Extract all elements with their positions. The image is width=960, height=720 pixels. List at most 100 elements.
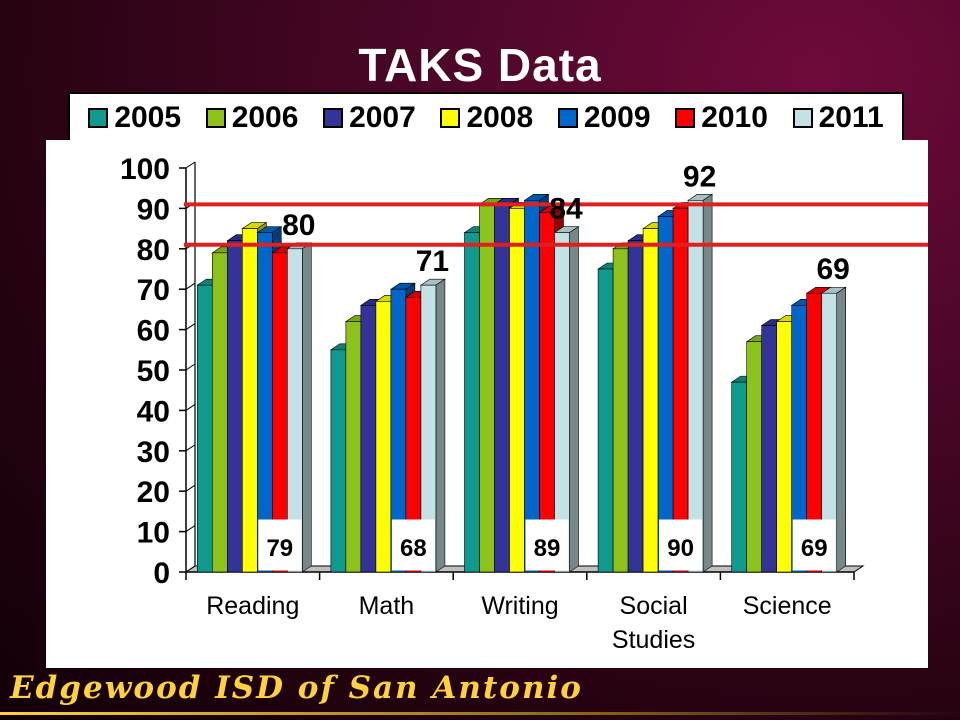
x-category-label: Writing: [481, 592, 558, 620]
bar-2005: [330, 349, 347, 573]
bar-2008: [375, 301, 392, 573]
bar-side: [569, 226, 579, 573]
legend-item-2006: 2006: [205, 101, 299, 135]
legend-item-2007: 2007: [323, 101, 416, 135]
y-tick-depth: [185, 161, 196, 169]
bar-2011: [420, 284, 437, 573]
legend-label: 2007: [349, 101, 416, 134]
value-box: [525, 519, 569, 571]
bar-2006: [212, 252, 228, 573]
bar-chart: 0 10 20 30 40 50 60 70 80 90 100 80 79 71 68 84 89 92 90 69…: [120, 153, 928, 654]
bar-2006: [345, 321, 362, 573]
legend-label: 2011: [818, 101, 884, 134]
bar-side: [301, 242, 312, 573]
y-tick-label: 70: [137, 274, 170, 307]
top-data-label: 92: [683, 160, 716, 193]
legend-label: 2006: [231, 101, 299, 134]
x-category-label: Studies: [612, 626, 695, 654]
top-data-label: 84: [549, 193, 583, 226]
bar-2010: [539, 212, 555, 573]
bar-side: [702, 193, 713, 573]
y-tick-depth: [185, 444, 196, 452]
legend-label: 2005: [114, 101, 182, 134]
top-data-label: 71: [416, 245, 449, 278]
bar-2007: [360, 305, 377, 573]
y-tick-label: 100: [120, 153, 170, 186]
legend-swatch: [88, 108, 109, 128]
value-box: [391, 519, 435, 571]
legend-swatch: [792, 108, 813, 128]
boxed-data-label: 89: [534, 535, 561, 562]
bar-2007: [627, 240, 644, 573]
legend-swatch: [440, 108, 461, 128]
footer-divider: [0, 712, 960, 715]
legend-item-2010: 2010: [675, 101, 768, 135]
legend-label: 2008: [466, 101, 534, 134]
bar-2007: [761, 325, 778, 573]
chart-panel: 0 10 20 30 40 50 60 70 80 90 100 80 79 71 68 84 89 92 90 69…: [46, 140, 928, 668]
bar-2006: [612, 248, 629, 573]
x-category-label: Social: [620, 592, 688, 620]
y-tick-depth: [185, 363, 196, 371]
y-tick-label: 40: [137, 395, 170, 428]
y-tick-depth: [185, 323, 196, 331]
x-category-label: Science: [743, 592, 832, 620]
y-tick-label: 50: [137, 355, 170, 388]
x-category-label: Reading: [206, 592, 299, 620]
y-tick-label: 10: [137, 517, 170, 550]
boxed-data-label: 90: [667, 535, 694, 562]
y-tick-label: 80: [137, 234, 170, 267]
bar-2008: [509, 208, 525, 573]
bar-2005: [197, 284, 213, 573]
bar-2011: [821, 292, 838, 573]
legend-item-2005: 2005: [88, 101, 181, 135]
y-tick-label: 60: [137, 315, 170, 348]
bar-2007: [494, 204, 510, 573]
footer-district-name: Edgewood ISD of San Antonio: [10, 670, 583, 706]
boxed-data-label: 69: [801, 535, 828, 562]
y-tick-depth: [185, 525, 196, 533]
bar-2008: [642, 228, 659, 573]
legend-label: 2010: [701, 101, 768, 134]
y-tick-label: 20: [137, 476, 170, 509]
y-tick-label: 30: [137, 436, 170, 469]
bar-side: [836, 286, 847, 573]
bar-2011: [287, 248, 303, 573]
boxed-data-label: 79: [266, 535, 293, 562]
bar-2011: [687, 200, 704, 573]
value-box: [659, 519, 703, 571]
slide-title: TAKS Data: [358, 39, 602, 91]
legend-item-2008: 2008: [440, 101, 533, 135]
bar-2007: [227, 240, 243, 573]
legend-label: 2009: [583, 101, 651, 134]
y-tick-depth: [185, 403, 196, 411]
bar-2005: [464, 232, 480, 573]
bar-2010: [672, 208, 689, 573]
legend-swatch: [557, 108, 578, 128]
bar-2005: [597, 268, 614, 573]
value-box: [258, 519, 302, 571]
bar-2011: [554, 232, 570, 573]
chart-legend: 2005 2006 2007 2008 2009 2010 2011: [68, 92, 904, 144]
boxed-data-label: 68: [400, 535, 427, 562]
y-tick-depth: [185, 282, 196, 290]
y-tick-depth: [185, 484, 196, 492]
y-tick-label: 90: [137, 193, 170, 226]
value-box: [792, 519, 836, 571]
bar-2009: [524, 200, 540, 573]
y-tick-label: 0: [153, 557, 170, 590]
legend-item-2011: 2011: [792, 101, 884, 135]
bar-2009: [657, 216, 674, 573]
legend-swatch: [675, 108, 696, 128]
legend-swatch: [205, 108, 226, 128]
bar-2005: [731, 381, 748, 573]
top-data-label: 69: [817, 253, 850, 286]
bar-2006: [479, 204, 495, 573]
bar-side: [435, 278, 446, 573]
top-data-label: 80: [282, 209, 315, 242]
legend-swatch: [323, 108, 344, 128]
bar-2008: [242, 228, 258, 573]
y-tick-depth: [185, 565, 196, 573]
bar-2008: [776, 321, 793, 573]
x-category-label: Math: [359, 592, 415, 620]
